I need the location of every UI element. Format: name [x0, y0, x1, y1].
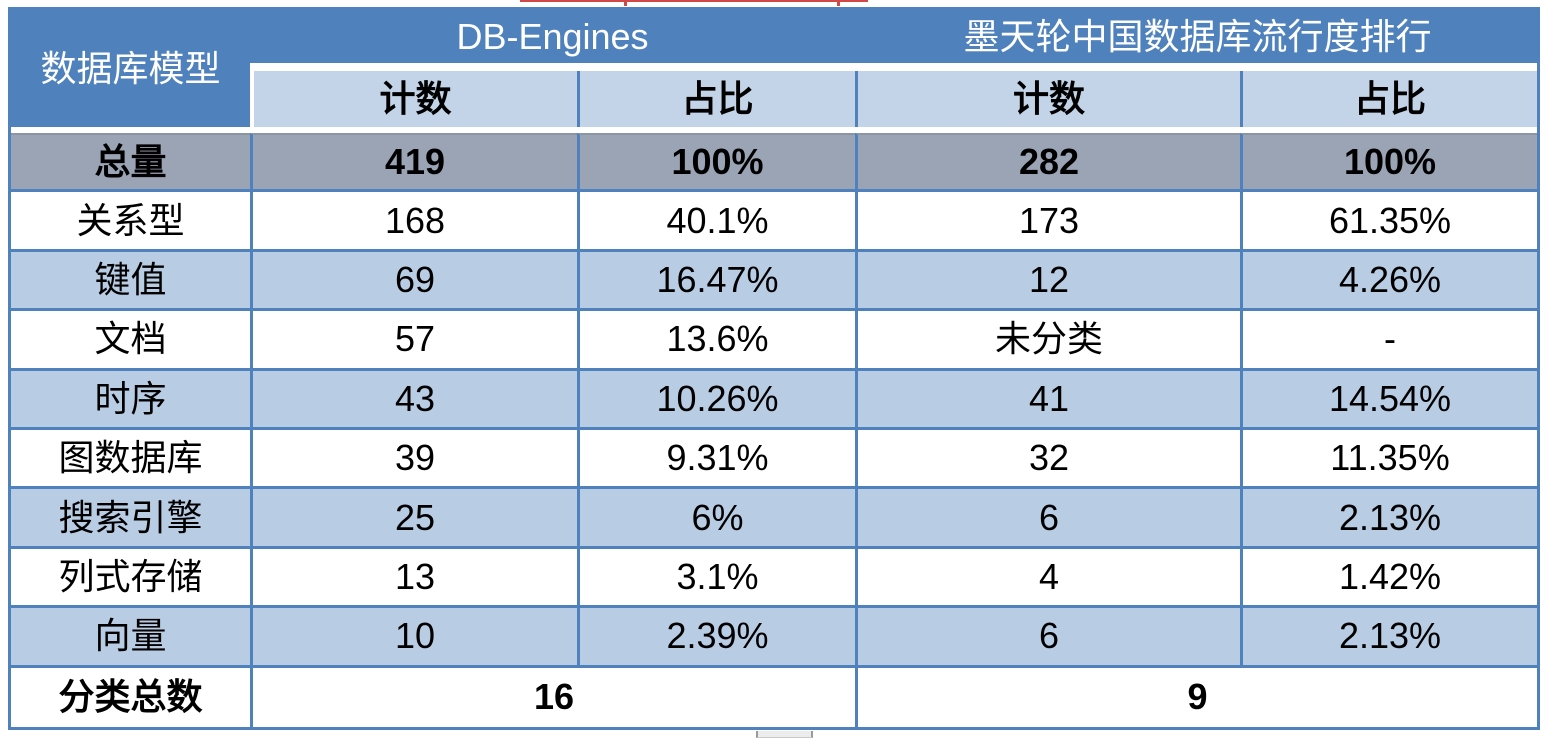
cell-value: 16.47%: [577, 251, 855, 312]
cell-value: 14.54%: [1240, 370, 1537, 430]
cell-value: 13.6%: [577, 311, 855, 371]
cell-value: 282: [855, 133, 1240, 193]
cell-value: 9.31%: [577, 429, 855, 490]
row-label: 列式存储: [11, 549, 250, 609]
cell-value: 61.35%: [1240, 192, 1537, 252]
row-label: 搜索引擎: [11, 489, 250, 549]
cell-value: 6%: [577, 489, 855, 549]
cell-value: 10: [250, 608, 577, 668]
cell-value: 12: [855, 251, 1240, 312]
cell-value: 39: [250, 429, 577, 490]
cell-value: 1.42%: [1240, 548, 1537, 609]
cell-value: 41: [855, 370, 1240, 430]
cell-value: 57: [250, 311, 577, 371]
cell-value: 100%: [577, 133, 855, 193]
cell-value: 168: [250, 192, 577, 252]
row-label: 时序: [11, 370, 250, 430]
cell-value: 419: [250, 133, 577, 193]
red-underline-tick: [837, 0, 840, 6]
subheader-share-motianlun: 占比: [1240, 71, 1537, 127]
row-label: 文档: [11, 311, 250, 371]
cell-value: 6: [855, 608, 1240, 668]
subheader-count-db-engines: 计数: [250, 71, 577, 127]
cell-value: 40.1%: [577, 192, 855, 252]
row-label-total: 总量: [11, 133, 250, 193]
red-underline-tick: [624, 0, 627, 6]
cell-category-count-motianlun: 9: [855, 667, 1537, 727]
cell-value: 3.1%: [577, 548, 855, 609]
header-group-db-engines: DB-Engines: [250, 10, 855, 63]
header-white-gap: [250, 63, 1537, 71]
cell-value: 43: [250, 370, 577, 430]
header-database-model: 数据库模型: [11, 10, 250, 127]
cell-value: 2.39%: [577, 608, 855, 668]
cropped-red-underline-artifact: [520, 0, 868, 2]
cell-value: 4.26%: [1240, 251, 1537, 312]
header-group-motianlun: 墨天轮中国数据库流行度排行: [855, 10, 1537, 63]
cell-value: -: [1240, 311, 1537, 371]
cell-value: 25: [250, 489, 577, 549]
row-label-category-total: 分类总数: [58, 676, 203, 718]
database-model-comparison-table: 数据库模型 DB-Engines 墨天轮中国数据库流行度排行 计数 占比 计数 …: [8, 7, 1540, 730]
cell-category-count-db-engines: 16: [250, 667, 855, 727]
row-label: 键值: [11, 251, 250, 312]
subheader-share-db-engines: 占比: [577, 71, 855, 127]
cell-value: 69: [250, 251, 577, 312]
subheader-white-gap: [11, 127, 1537, 133]
cell-value: 11.35%: [1240, 429, 1537, 490]
row-label: 向量: [11, 608, 250, 668]
cell-value: 2.13%: [1240, 608, 1537, 668]
cell-value: 10.26%: [577, 370, 855, 430]
cell-value: 32: [855, 429, 1240, 490]
cell-value: 100%: [1240, 133, 1537, 193]
row-label: 图数据库: [11, 430, 250, 490]
cell-value: 13: [250, 548, 577, 609]
subheader-count-motianlun: 计数: [855, 71, 1240, 127]
cell-value: 6: [855, 489, 1240, 549]
cell-value: 173: [855, 192, 1240, 252]
cell-value: 4: [855, 548, 1240, 609]
scrollbar-fragment: [756, 731, 813, 738]
row-label: 关系型: [11, 192, 250, 252]
cell-value: 未分类: [855, 311, 1240, 371]
cell-value: 2.13%: [1240, 489, 1537, 549]
